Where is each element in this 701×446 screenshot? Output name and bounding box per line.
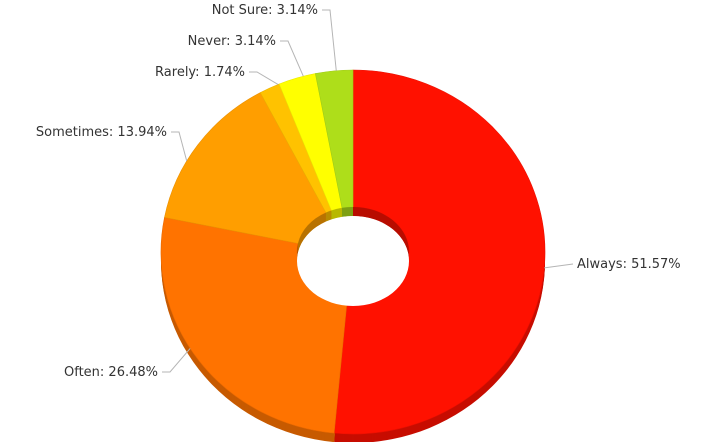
leader-line-sometimes bbox=[171, 131, 188, 162]
donut-label-layer: Always: 51.57% Often: 26.48% Sometimes: 13… bbox=[36, 3, 681, 380]
slice-label-never: Never: 3.14% bbox=[188, 34, 276, 49]
hole-wall-never bbox=[331, 207, 343, 220]
hole-wall-often bbox=[297, 243, 299, 261]
slice-label-sometimes: Sometimes: 13.94% bbox=[36, 125, 167, 140]
hole-wall-rarely bbox=[325, 210, 332, 222]
leader-line-rarely bbox=[249, 71, 279, 85]
slice-label-often: Often: 26.48% bbox=[64, 365, 158, 380]
donut-hole bbox=[297, 216, 409, 306]
hole-wall-not-sure bbox=[342, 207, 353, 217]
hole-wall-sometimes bbox=[298, 212, 326, 253]
donut-hole-layer bbox=[297, 207, 409, 306]
slice-label-always: Always: 51.57% bbox=[577, 257, 681, 272]
leader-line-not-sure bbox=[322, 9, 337, 71]
slice-label-not-sure: Not Sure: 3.14% bbox=[212, 3, 318, 18]
leader-line-often bbox=[162, 348, 191, 373]
leader-line-always bbox=[544, 263, 574, 269]
slice-label-rarely: Rarely: 1.74% bbox=[155, 65, 245, 80]
donut-slice-layer bbox=[160, 69, 546, 435]
leader-line-never bbox=[280, 40, 304, 77]
